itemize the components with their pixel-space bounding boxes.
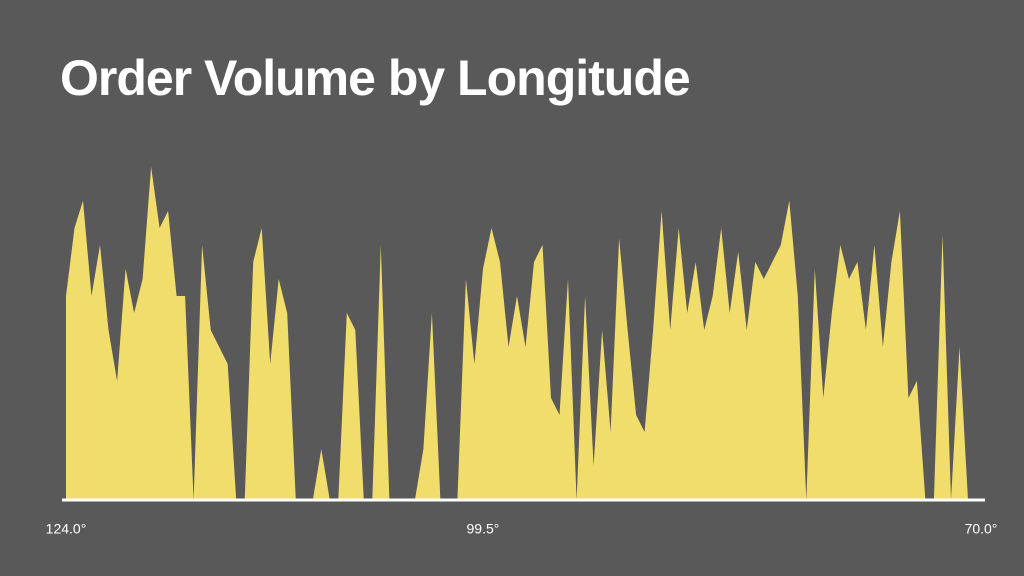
x-tick-label: 124.0° bbox=[46, 521, 87, 537]
x-tick-label: 70.0° bbox=[965, 521, 998, 537]
x-tick-label: 99.5° bbox=[467, 521, 500, 537]
area bbox=[66, 166, 985, 501]
chart-title: Order Volume by Longitude bbox=[60, 50, 690, 106]
